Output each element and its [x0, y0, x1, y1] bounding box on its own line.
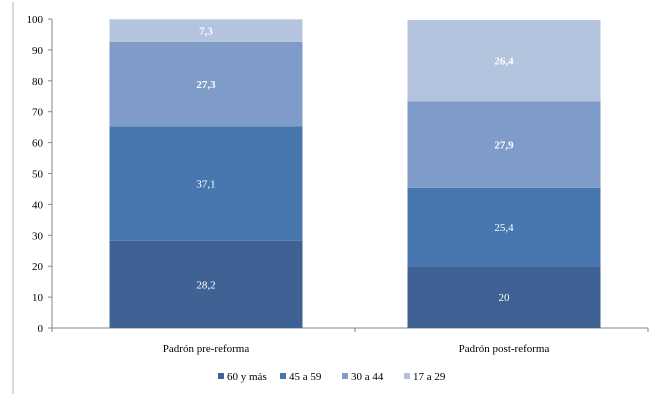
legend-label: 17 a 29	[413, 371, 446, 383]
bar-segment	[407, 266, 601, 328]
y-tick-label: 60	[32, 138, 44, 150]
y-tick-label: 0	[38, 323, 44, 335]
bar-segment	[109, 126, 303, 241]
y-tick-label: 80	[32, 76, 44, 88]
y-tick-label: 50	[32, 169, 44, 181]
legend-swatch	[218, 373, 224, 379]
bar-segment	[407, 187, 601, 267]
y-tick-label: 30	[32, 230, 44, 242]
y-tick-label: 10	[32, 292, 44, 304]
y-tick-label: 20	[32, 261, 44, 273]
data-label: 27,9	[494, 140, 514, 152]
data-label: 37,1	[196, 179, 215, 191]
bar-segment	[407, 19, 601, 102]
y-tick-label: 40	[32, 199, 44, 211]
data-label: 20	[499, 292, 511, 304]
bar-segment	[109, 19, 303, 42]
bars	[109, 19, 601, 328]
y-tick-label: 70	[32, 107, 44, 119]
bar-segment	[109, 41, 303, 127]
data-label: 25,4	[494, 222, 514, 234]
legend-swatch	[342, 373, 348, 379]
x-category-label: Padrón post-reforma	[459, 343, 550, 355]
bar-segment	[109, 240, 303, 328]
legend-swatch	[280, 373, 286, 379]
legend-label: 30 a 44	[351, 371, 384, 383]
y-tick-label: 100	[27, 14, 44, 26]
data-labels: 28,2 37,1 27,3 7,3 20 25,4 27,9 26,4	[196, 26, 514, 305]
data-label: 27,3	[196, 79, 216, 91]
y-tick-label: 90	[32, 45, 44, 57]
bar-segment	[407, 101, 601, 188]
data-label: 7,3	[199, 26, 213, 38]
data-label: 28,2	[196, 279, 215, 291]
legend-label: 60 y más	[227, 371, 267, 383]
legend-swatch	[404, 373, 410, 379]
legend: 60 y más 45 a 59 30 a 44 17 a 29	[218, 371, 446, 383]
data-label: 26,4	[494, 56, 514, 68]
x-category-label: Padrón pre-reforma	[163, 343, 250, 355]
legend-label: 45 a 59	[289, 371, 322, 383]
